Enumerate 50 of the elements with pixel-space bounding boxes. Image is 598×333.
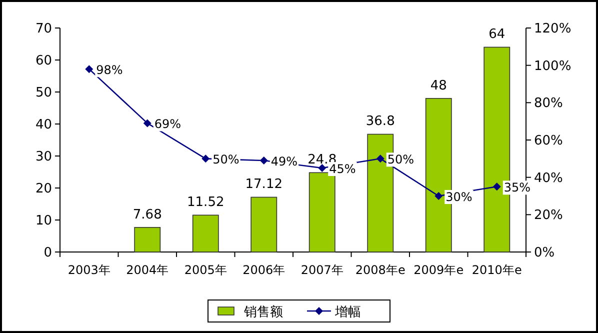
y2-tick-label: 120% — [534, 22, 572, 36]
legend-label: 增幅 — [334, 305, 361, 320]
bar — [192, 214, 219, 252]
data-label: 50% — [387, 152, 414, 167]
x-tick-label: 2003年 — [68, 263, 110, 277]
point — [260, 156, 268, 165]
y-tick-label: 50 — [35, 86, 52, 100]
bar — [308, 172, 336, 252]
x-tick-label: 2005年 — [184, 263, 227, 277]
y-tick-label: 70 — [35, 22, 52, 36]
y-tick-label: 60 — [35, 54, 52, 68]
point — [376, 154, 384, 163]
data-label: 35% — [504, 180, 531, 195]
y2-tick-label: 60% — [534, 134, 563, 148]
x-tick-label: 2004年 — [126, 263, 169, 277]
data-label: 11.52 — [187, 195, 224, 210]
y2-tick-label: 0% — [534, 246, 555, 260]
point — [434, 192, 443, 200]
y2-tick-label: 80% — [534, 96, 563, 112]
bar — [250, 196, 278, 252]
point — [492, 182, 501, 191]
x-tick-label: 2008年e — [355, 263, 406, 277]
data-label: 69% — [154, 117, 182, 132]
data-label: 30% — [446, 190, 472, 204]
data-label: 36.8 — [366, 114, 395, 130]
data-label: 49% — [270, 154, 298, 169]
point — [202, 154, 210, 163]
point — [318, 164, 326, 172]
data-label: 7.68 — [132, 207, 162, 222]
x-tick-label: 2010年e — [472, 263, 522, 277]
point — [143, 119, 152, 128]
y-tick-label: 10 — [35, 214, 52, 228]
legend-label: 销售额 — [243, 305, 283, 320]
y-tick-label: 40 — [35, 118, 52, 132]
x-tick-label: 2007年 — [300, 263, 344, 277]
y-tick-label: 20 — [35, 182, 52, 196]
y2-tick-label: 20% — [534, 208, 563, 224]
y-tick-label: 0 — [44, 246, 52, 260]
data-label: 50% — [212, 152, 240, 167]
x-tick-label: 2009年e — [414, 263, 464, 277]
data-label: 17.12 — [245, 177, 282, 192]
data-label: 64 — [488, 27, 506, 42]
data-label: 48 — [430, 78, 447, 94]
bar — [134, 227, 161, 252]
data-label: 98% — [96, 63, 123, 78]
y-tick-label: 30 — [35, 150, 52, 164]
y2-tick-label: 100% — [534, 58, 572, 74]
y2-tick-label: 40% — [534, 170, 563, 186]
x-tick-label: 2006年 — [242, 263, 286, 277]
point — [85, 65, 94, 74]
